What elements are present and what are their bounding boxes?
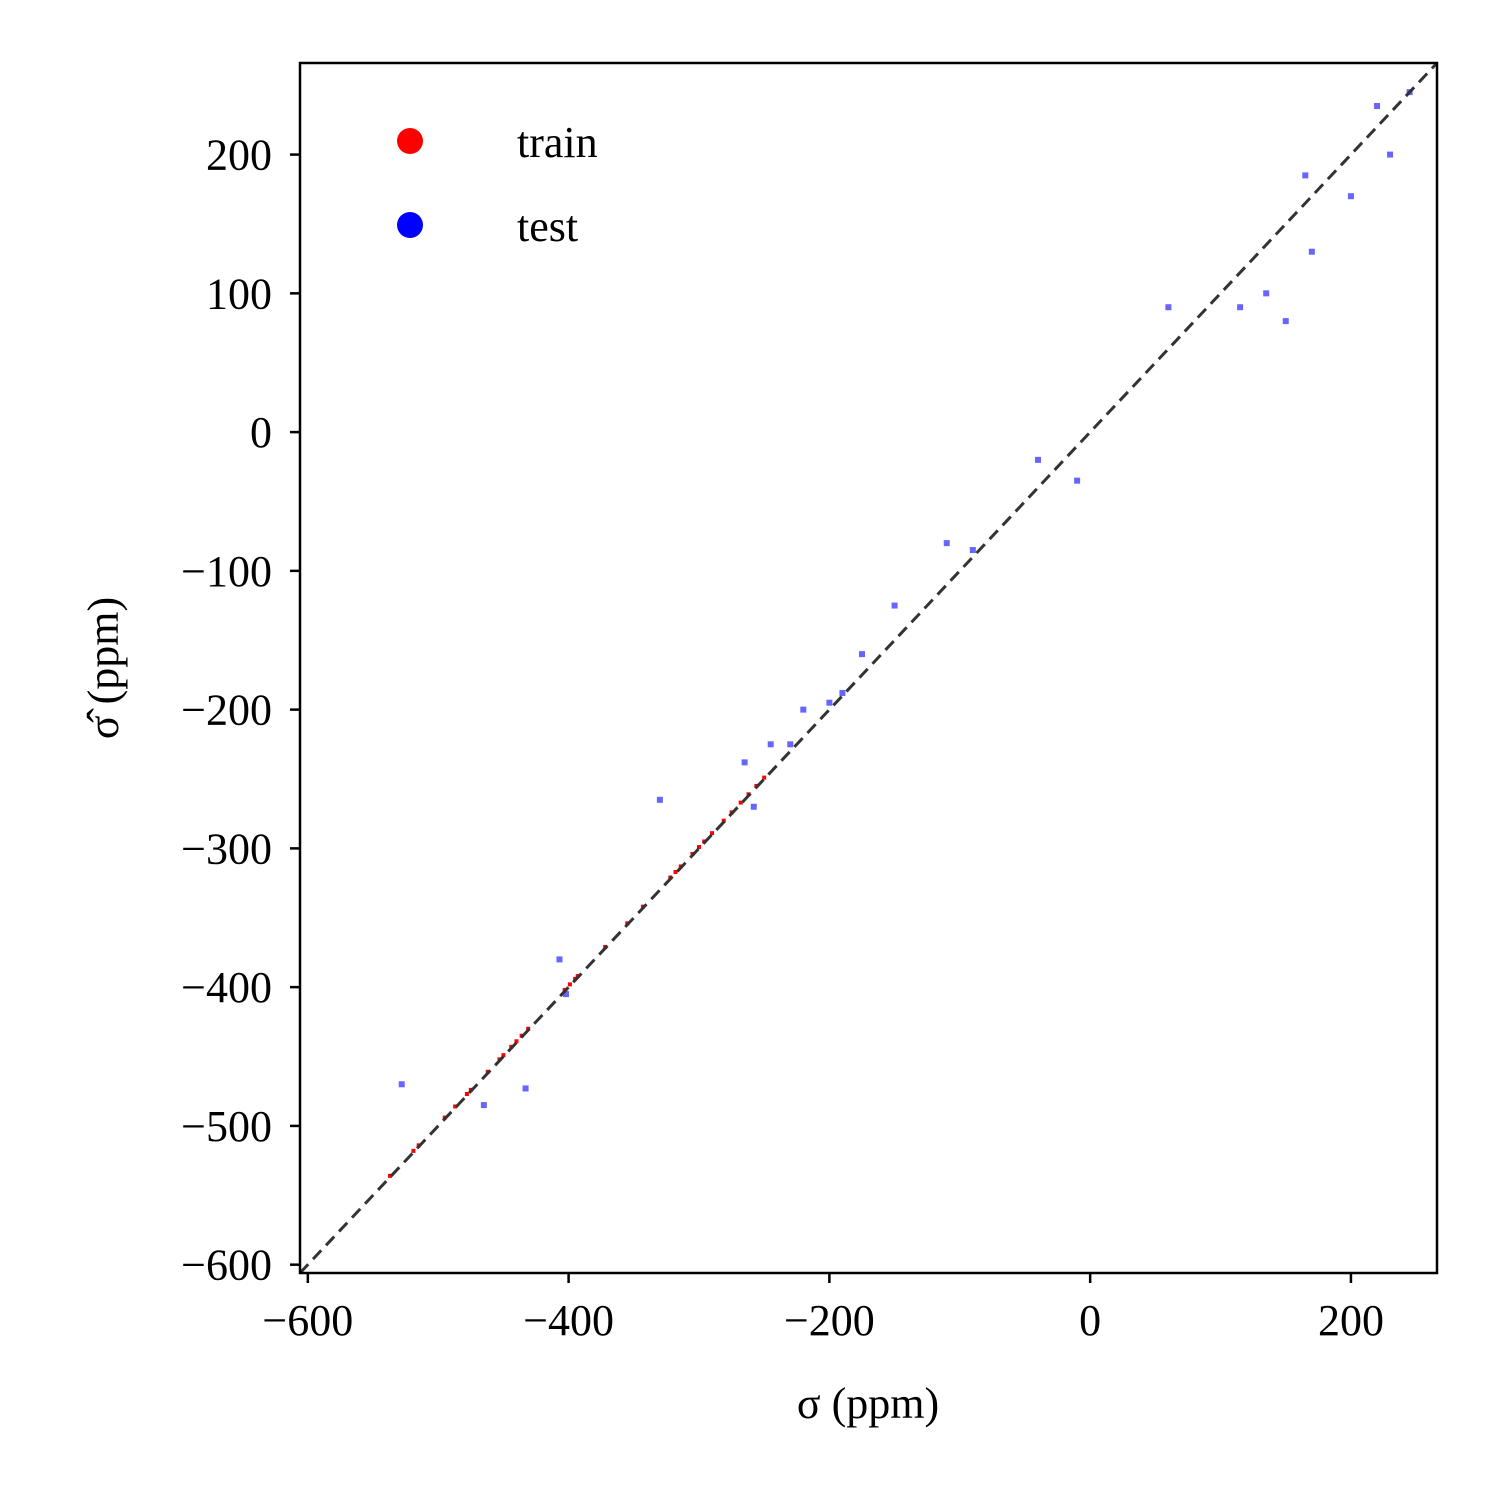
x-tick-label: −200 — [784, 1296, 875, 1345]
legend-marker-train — [397, 128, 423, 154]
train-point — [464, 1091, 469, 1096]
test-point — [1282, 318, 1289, 325]
legend-label-test: test — [517, 202, 578, 251]
test-point — [969, 547, 976, 554]
y-tick-label: −200 — [181, 686, 272, 735]
test-point — [767, 741, 774, 748]
train-point — [567, 982, 572, 987]
train-point — [696, 845, 701, 850]
test-point — [1347, 193, 1354, 200]
test-point — [562, 991, 569, 998]
y-tick-label: −600 — [181, 1241, 272, 1290]
test-point — [891, 602, 898, 609]
test-point — [787, 741, 794, 748]
legend: train test — [397, 118, 598, 251]
y-tick-label: −100 — [181, 547, 272, 596]
test-point — [1263, 290, 1270, 297]
train-point — [514, 1039, 519, 1044]
test-point — [480, 1102, 487, 1109]
y-tick-label: 0 — [250, 408, 272, 457]
legend-label-train: train — [517, 118, 598, 167]
test-point — [826, 699, 833, 706]
y-tick-label: 100 — [206, 269, 272, 318]
test-point — [800, 706, 807, 713]
test-point — [1035, 456, 1042, 463]
test-point — [522, 1085, 529, 1092]
train-point — [738, 800, 743, 805]
test-point — [741, 759, 748, 766]
train-point — [453, 1104, 458, 1109]
test-point — [858, 651, 865, 658]
y-tick-label: −400 — [181, 963, 272, 1012]
y-axis-label: σ̂ (ppm) — [79, 597, 128, 739]
test-point — [398, 1081, 405, 1088]
x-tick-label: 200 — [1318, 1296, 1384, 1345]
test-point — [839, 689, 846, 696]
identity-reference-line — [298, 61, 1439, 1275]
train-point — [673, 869, 678, 874]
test-point — [750, 803, 757, 810]
test-point — [1074, 477, 1081, 484]
x-tick-label: 0 — [1079, 1296, 1101, 1345]
test-point — [1302, 172, 1309, 179]
test-point — [1165, 304, 1172, 311]
x-tick-label: −400 — [523, 1296, 614, 1345]
legend-marker-test — [397, 212, 423, 238]
test-point — [556, 956, 563, 963]
train-point — [501, 1053, 506, 1058]
test-series — [398, 89, 1413, 1109]
plot-frame — [298, 61, 1439, 1275]
train-point — [411, 1148, 416, 1153]
train-point — [387, 1173, 392, 1178]
y-tick-label: −300 — [181, 824, 272, 873]
test-point — [943, 540, 950, 547]
y-tick-label: −500 — [181, 1102, 272, 1151]
test-point — [1374, 103, 1381, 110]
y-axis: −600 −500 −400 −300 −200 −100 0 100 200 — [181, 131, 300, 1290]
y-tick-label: 200 — [206, 131, 272, 180]
test-point — [1387, 151, 1394, 158]
test-point — [1308, 248, 1315, 255]
test-point — [1237, 304, 1244, 311]
train-point — [762, 775, 767, 780]
train-point — [710, 831, 715, 836]
x-axis-label: σ (ppm) — [797, 1379, 939, 1428]
x-tick-label: −600 — [262, 1296, 353, 1345]
test-point — [656, 796, 663, 803]
x-axis: −600 −400 −200 0 200 — [262, 1273, 1384, 1345]
